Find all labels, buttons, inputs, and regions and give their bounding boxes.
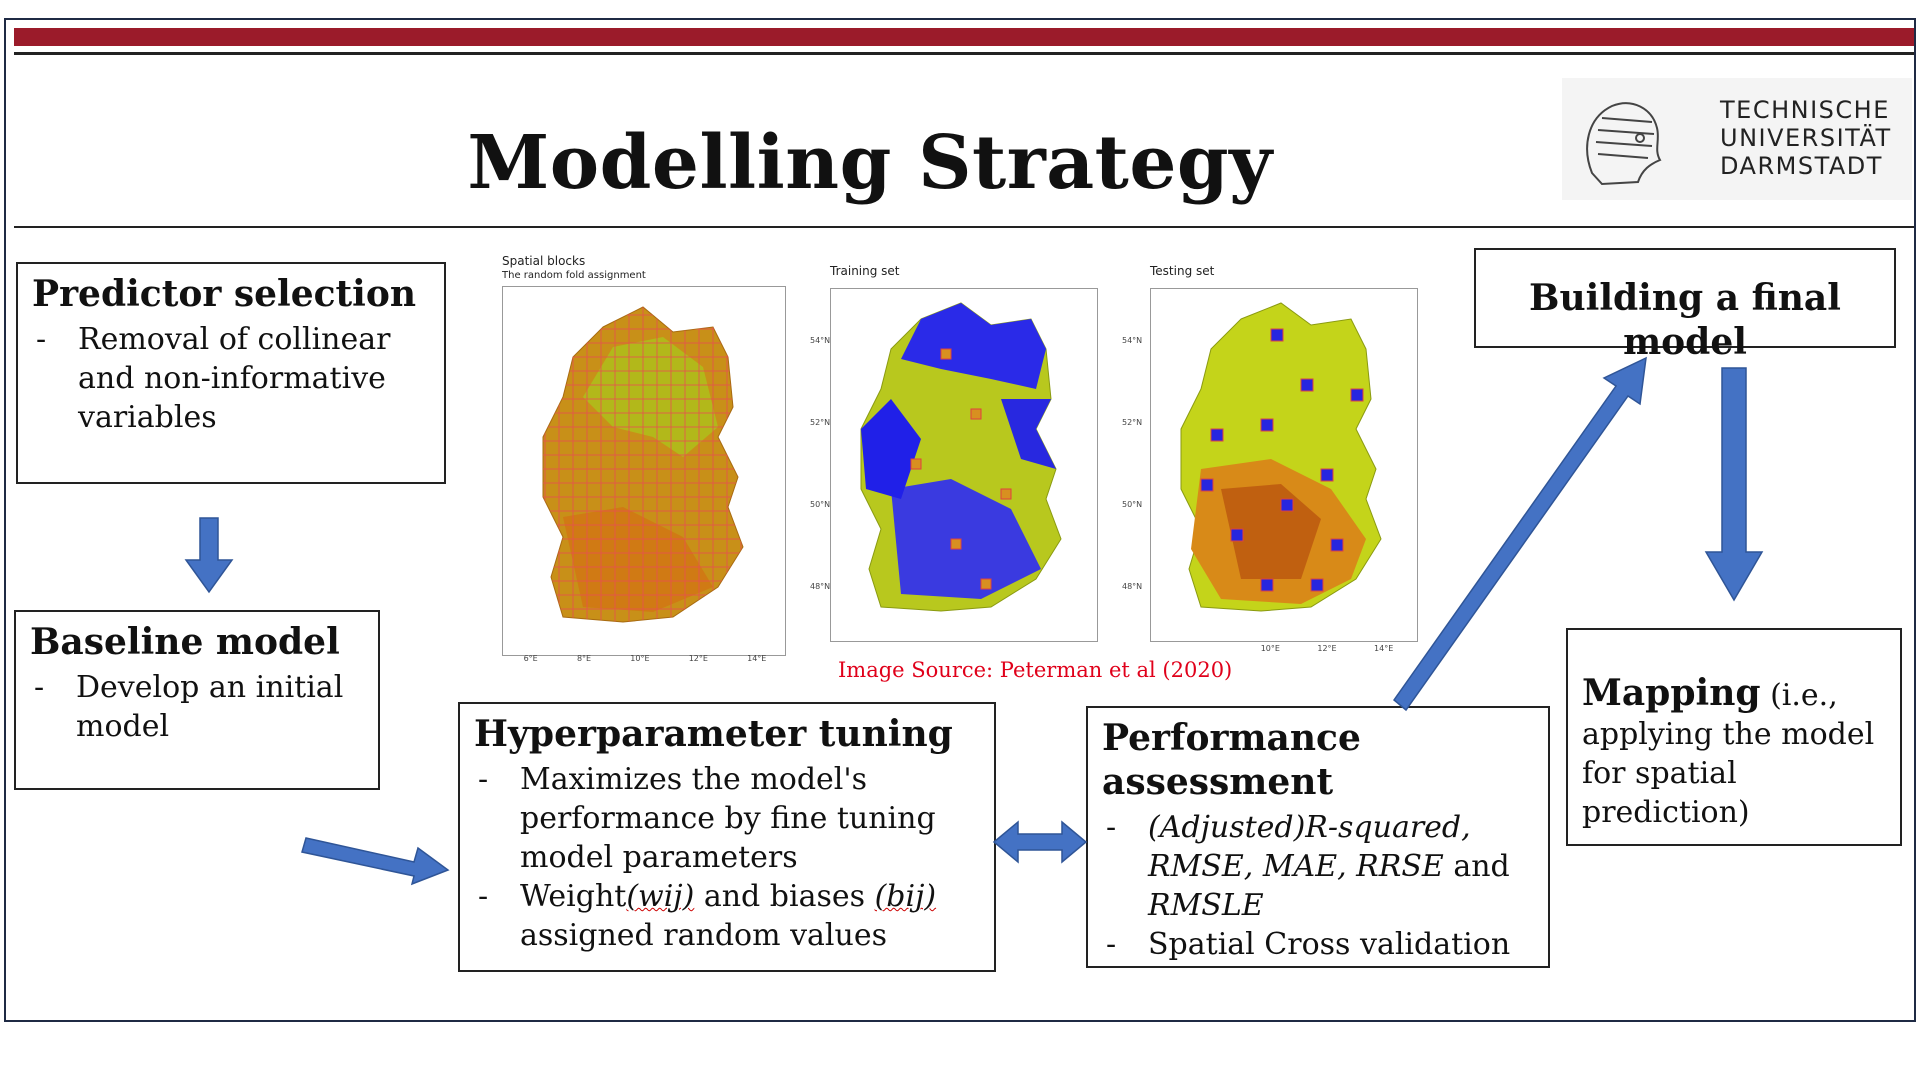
final-model-box: Building a final model <box>1474 248 1896 363</box>
hyper-item-1: Maximizes the model's performance by fin… <box>474 760 980 877</box>
panel3-ytick: 52°N <box>1122 418 1143 427</box>
final-heading: Building a final model <box>1529 277 1841 363</box>
panel2-ytick: 54°N <box>810 336 831 345</box>
panel1-x-axis: 6°E 8°E 10°E 12°E 14°E <box>523 654 767 663</box>
spatial-blocks-map: Spatial blocks The random fold assignmen… <box>496 252 790 663</box>
panel1-subtitle: The random fold assignment <box>502 270 646 281</box>
panel3-title: Testing set <box>1150 264 1215 278</box>
panel2-germany-training <box>860 302 1062 612</box>
logo-line-2: UNIVERSITÄT <box>1720 124 1892 152</box>
performance-assessment-box: Performance assessment (Adjusted)R-squar… <box>1086 706 1550 968</box>
logo-line-3: DARMSTADT <box>1720 152 1883 180</box>
hyper-item-2: Weight(wij) and biases (bij) assigned ra… <box>474 877 980 955</box>
mapping-heading: Mapping <box>1582 672 1761 714</box>
baseline-heading: Baseline model <box>30 621 340 663</box>
athena-head-icon <box>1586 102 1662 186</box>
page-title: Modelling Strategy <box>467 120 1273 206</box>
predictor-selection-box: Predictor selection Removal of collinear… <box>16 262 446 484</box>
panel1-title: Spatial blocks <box>502 254 586 268</box>
panel1-germany-blocks <box>542 306 744 623</box>
panel3-x-axis: 10°E 12°E 14°E <box>1260 644 1394 653</box>
panel3-germany-testing <box>1180 302 1382 612</box>
panel2-ytick: 50°N <box>810 500 831 509</box>
predictor-item: Removal of collinear and non-informative… <box>32 320 430 437</box>
performance-heading: Performance assessment <box>1102 717 1361 803</box>
accent-bar <box>14 28 1914 46</box>
panel2-ytick: 52°N <box>810 418 831 427</box>
hyperparameter-tuning-box: Hyperparameter tuning Maximizes the mode… <box>458 702 996 972</box>
logo-line-1: TECHNISCHE <box>1720 96 1890 124</box>
testing-set-map: Testing set 54°N 52°N 50°N 48°N 10°E 12°E… <box>1122 262 1420 660</box>
performance-item-2: Spatial Cross validation <box>1102 925 1534 964</box>
hyper-heading: Hyperparameter tuning <box>474 713 953 755</box>
image-source-caption: Image Source: Peterman et al (2020) <box>838 658 1233 682</box>
training-set-map: Training set 54°N 52°N 50°N 48°N <box>810 262 1100 652</box>
panel3-ytick: 50°N <box>1122 500 1143 509</box>
title-rule <box>14 226 1914 228</box>
baseline-item: Develop an initial model <box>30 668 364 746</box>
mapping-body: (i.e., applying the model for spatial pr… <box>1582 678 1875 830</box>
predictor-heading: Predictor selection <box>32 273 417 315</box>
panel3-frame <box>1150 288 1418 642</box>
panel2-title: Training set <box>830 264 900 278</box>
panel3-ytick: 48°N <box>1122 582 1143 591</box>
panel2-ytick: 48°N <box>810 582 831 591</box>
baseline-model-box: Baseline model Develop an initial model <box>14 610 380 790</box>
university-logo: TECHNISCHE UNIVERSITÄT DARMSTADT <box>1562 78 1912 200</box>
panel3-ytick: 54°N <box>1122 336 1143 345</box>
top-rule <box>14 52 1914 55</box>
panel1-frame <box>502 286 786 656</box>
performance-item-1: (Adjusted)R-squared, RMSE, MAE, RRSE and… <box>1102 808 1534 925</box>
mapping-box: Mapping (i.e., applying the model for sp… <box>1566 628 1902 846</box>
panel2-frame <box>830 288 1098 642</box>
